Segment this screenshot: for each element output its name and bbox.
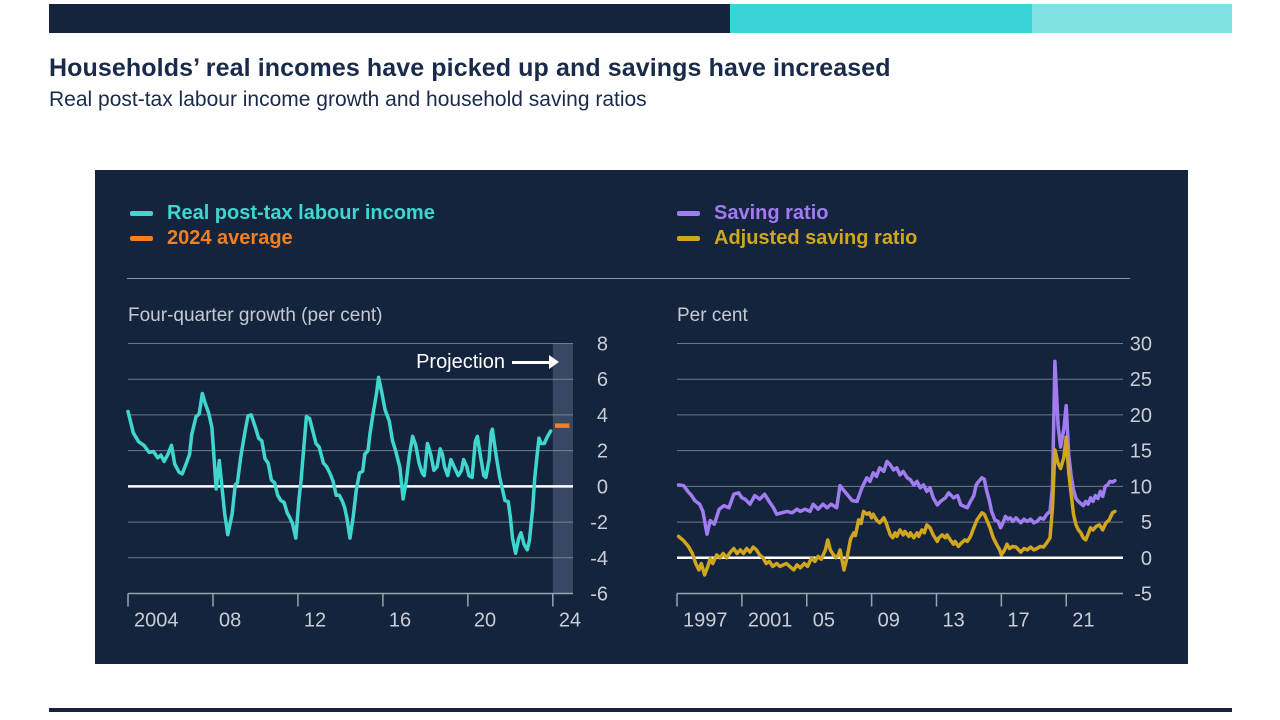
- y-axis-tick-label: 20: [1130, 405, 1152, 427]
- x-axis-tick-label: 2004: [134, 610, 179, 632]
- y-axis-tick-label: 30: [1130, 334, 1152, 356]
- page-subtitle: Real post-tax labour income growth and h…: [49, 88, 647, 111]
- legend-dash-saving-ratio: [677, 211, 700, 216]
- page-title: Households’ real incomes have picked up …: [49, 54, 891, 82]
- x-axis-tick-label: 13: [942, 610, 964, 632]
- brand-bar-navy-segment: [49, 4, 730, 33]
- projection-arrow: [512, 361, 549, 364]
- legend-item-2024-average: 2024 average: [130, 226, 435, 251]
- y-axis-tick-label: -5: [1134, 584, 1152, 606]
- x-axis-tick-label: 1997: [683, 610, 728, 632]
- y-axis-tick-label: -2: [590, 512, 608, 534]
- projection-arrow-head-icon: [549, 355, 559, 369]
- brand-bar-light-teal-segment: [1032, 4, 1232, 33]
- y-axis-tick-label: -4: [590, 548, 608, 570]
- x-axis-tick-label: 12: [304, 610, 326, 632]
- x-axis-tick-label: 17: [1007, 610, 1029, 632]
- legend-label-2024-average: 2024 average: [167, 227, 293, 249]
- x-axis-tick-label: 08: [219, 610, 241, 632]
- brand-bar-teal-segment: [730, 4, 1032, 33]
- y-axis-tick-label: 10: [1130, 476, 1152, 498]
- chart-panel: Real post-tax labour income 2024 average…: [95, 170, 1188, 664]
- legend-label-adjusted-saving-ratio: Adjusted saving ratio: [714, 227, 918, 249]
- brand-bar: [49, 4, 1232, 33]
- legend-item-saving-ratio: Saving ratio: [677, 201, 917, 226]
- y-axis-tick-label: 0: [1141, 548, 1152, 570]
- projection-band: [552, 343, 573, 594]
- legend-label-saving-ratio: Saving ratio: [714, 202, 829, 224]
- y-axis-tick-label: 8: [597, 334, 608, 356]
- projection-annotation: Projection: [416, 351, 505, 373]
- y-axis-tick-label: 2: [597, 441, 608, 463]
- series-line: [676, 435, 1117, 577]
- legend-dash-2024-average: [130, 236, 153, 241]
- y-axis-tick-label: 25: [1130, 369, 1152, 391]
- legend-label-real-income: Real post-tax labour income: [167, 202, 435, 224]
- footer-rule: [49, 708, 1232, 712]
- legend-dash-real-income: [130, 211, 153, 216]
- series-line: [676, 359, 1117, 536]
- right-chart-axis-title: Per cent: [677, 305, 748, 326]
- x-axis-tick-label: 24: [559, 610, 581, 632]
- legend-right: Saving ratio Adjusted saving ratio: [677, 201, 917, 251]
- x-axis-tick-label: 2001: [748, 610, 793, 632]
- legend-separator-rule: [127, 278, 1130, 279]
- y-axis-tick-label: 0: [597, 476, 608, 498]
- x-axis-tick-label: 20: [474, 610, 496, 632]
- legend-item-real-income: Real post-tax labour income: [130, 201, 435, 226]
- legend-dash-adjusted-saving-ratio: [677, 236, 700, 241]
- left-chart-axis-title: Four-quarter growth (per cent): [128, 305, 383, 326]
- y-axis-tick-label: -6: [590, 584, 608, 606]
- legend-item-adjusted-saving-ratio: Adjusted saving ratio: [677, 226, 917, 251]
- x-axis-tick-label: 16: [389, 610, 411, 632]
- x-axis-tick-label: 09: [878, 610, 900, 632]
- y-axis-tick-label: 6: [597, 369, 608, 391]
- y-axis-tick-label: 5: [1141, 512, 1152, 534]
- series-line: [126, 375, 553, 556]
- x-axis-tick-label: 21: [1072, 610, 1094, 632]
- y-axis-tick-label: 15: [1130, 441, 1152, 463]
- legend-left: Real post-tax labour income 2024 average: [130, 201, 435, 251]
- y-axis-tick-label: 4: [597, 405, 608, 427]
- x-axis-tick-label: 05: [813, 610, 835, 632]
